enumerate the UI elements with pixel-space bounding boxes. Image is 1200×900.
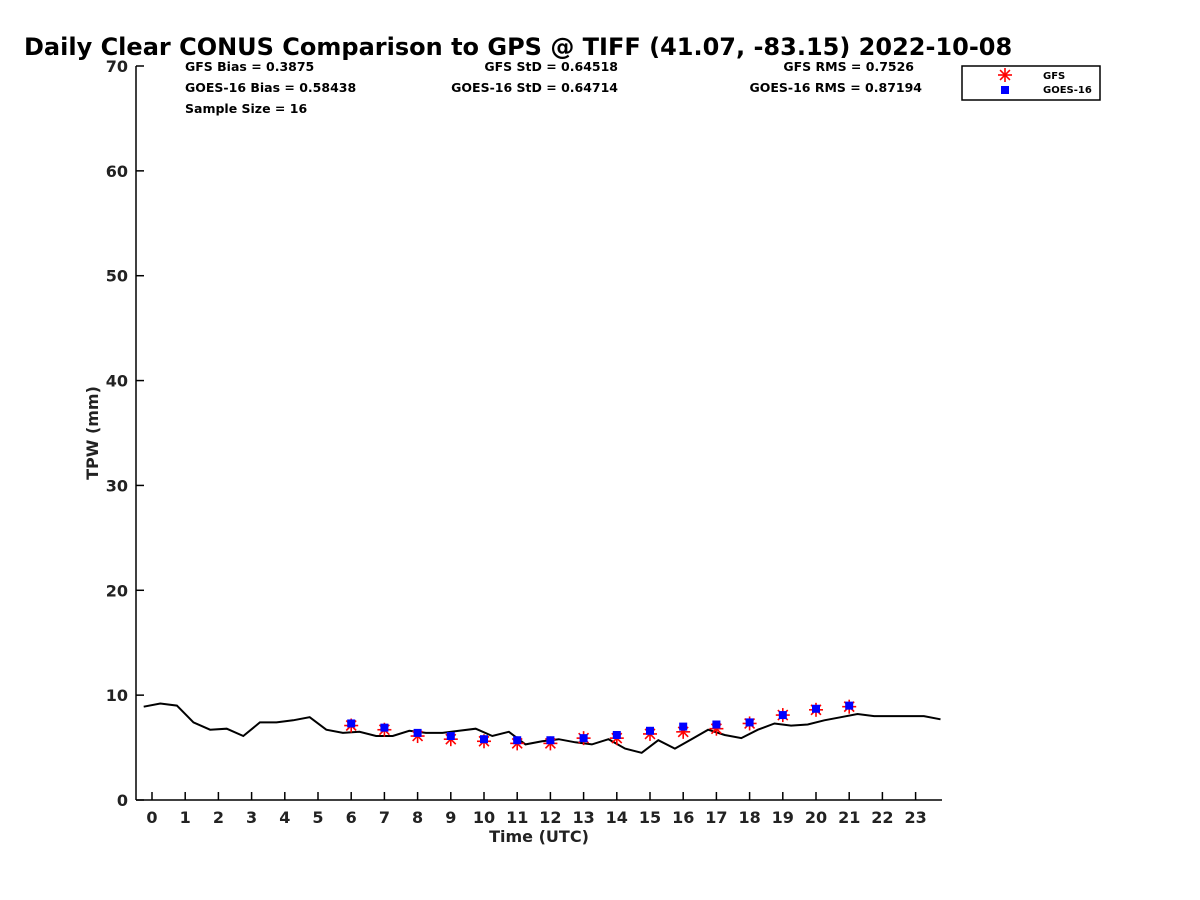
x-tick-label: 23 <box>904 808 926 827</box>
goes-point <box>646 726 654 735</box>
goes-point <box>546 736 555 745</box>
goes-bias-stat: GOES-16 Bias = 0.58438 <box>185 80 356 95</box>
goes-point <box>745 718 754 727</box>
y-tick-label: 70 <box>106 57 128 76</box>
x-tick-label: 20 <box>805 808 827 827</box>
gps-line-layer <box>143 702 941 754</box>
x-tick-label: 15 <box>639 808 661 827</box>
y-tick-label: 0 <box>117 791 128 810</box>
goes-point <box>812 704 820 713</box>
gfs-std-stat: GFS StD = 0.64518 <box>484 59 618 74</box>
y-tick-label: 20 <box>106 581 128 600</box>
y-tick-label: 50 <box>106 267 128 286</box>
x-tick-label: 5 <box>312 808 323 827</box>
goes-point <box>612 730 621 739</box>
legend-box <box>961 65 1101 101</box>
gps-series-line <box>143 702 941 754</box>
chart-title: Daily Clear CONUS Comparison to GPS @ TI… <box>24 33 1012 61</box>
legend-gfs-asterisk <box>998 68 1012 82</box>
goes-point <box>712 720 721 729</box>
legend-gfs-marker <box>998 68 1012 82</box>
goes-point <box>380 723 389 732</box>
x-tick-label: 9 <box>445 808 456 827</box>
x-tick-label: 7 <box>379 808 390 827</box>
x-tick-label: 21 <box>838 808 860 827</box>
goes-point <box>480 735 488 744</box>
legend-goes-label: GOES-16 <box>1043 85 1092 96</box>
x-tick-label: 22 <box>871 808 893 827</box>
sample-size-stat: Sample Size = 16 <box>185 101 307 116</box>
gfs-rms-stat: GFS RMS = 0.7526 <box>783 59 914 74</box>
y-tick-label: 60 <box>106 162 128 181</box>
x-tick-label: 19 <box>772 808 794 827</box>
x-tick-label: 6 <box>346 808 357 827</box>
x-tick-label: 13 <box>572 808 594 827</box>
goes-point <box>679 722 688 731</box>
x-tick-label: 8 <box>412 808 423 827</box>
x-tick-label: 17 <box>705 808 727 827</box>
x-axis-label: Time (UTC) <box>489 827 589 846</box>
x-tick-label: 1 <box>180 808 191 827</box>
goes-point <box>845 701 854 710</box>
y-tick-label: 30 <box>106 476 128 495</box>
goes-std-stat: GOES-16 StD = 0.64714 <box>451 80 618 95</box>
legend: GFS GOES-16 <box>961 65 1101 101</box>
x-tick-label: 14 <box>606 808 628 827</box>
x-tick-label: 18 <box>738 808 760 827</box>
y-tick-label: 10 <box>106 686 128 705</box>
goes-point <box>413 728 422 737</box>
x-tick-label: 12 <box>539 808 561 827</box>
x-tick-label: 11 <box>506 808 528 827</box>
x-tick-label: 0 <box>146 808 157 827</box>
stats-block: GFS Bias = 0.3875 GFS StD = 0.64518 GFS … <box>185 59 922 116</box>
x-tick-label: 10 <box>473 808 495 827</box>
goes-point <box>347 719 356 728</box>
y-tick-label: 40 <box>106 372 128 391</box>
x-tick-label: 4 <box>279 808 290 827</box>
gfs-bias-stat: GFS Bias = 0.3875 <box>185 59 314 74</box>
goes-rms-stat: GOES-16 RMS = 0.87194 <box>749 80 922 95</box>
goes-point <box>778 711 787 720</box>
x-tick-label: 3 <box>246 808 257 827</box>
goes-point <box>513 736 522 745</box>
goes-point <box>446 732 455 741</box>
goes-points-layer <box>347 701 854 745</box>
legend-gfs-label: GFS <box>1043 71 1065 82</box>
y-axis-label: TPW (mm) <box>83 386 102 480</box>
goes-point <box>579 734 588 743</box>
legend-goes-marker <box>1001 86 1009 94</box>
x-tick-label: 16 <box>672 808 694 827</box>
x-tick-label: 2 <box>213 808 224 827</box>
